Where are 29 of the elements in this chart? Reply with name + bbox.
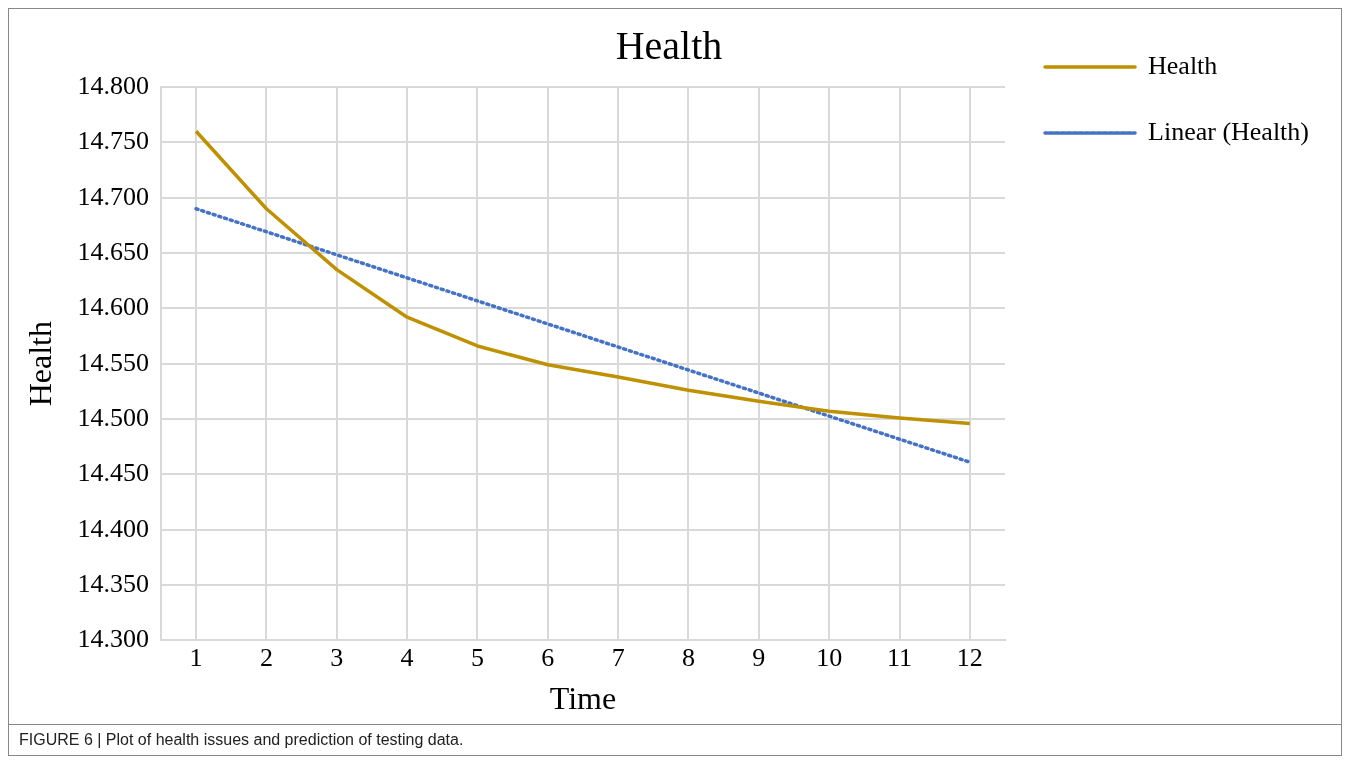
- y-tick-label: 14.400: [77, 513, 149, 543]
- x-tick-label: 7: [611, 642, 625, 672]
- y-axis-title: Health: [21, 321, 58, 407]
- x-tick-label: 4: [400, 642, 414, 672]
- y-tick-label: 14.650: [77, 236, 149, 266]
- x-tick-label: 10: [816, 642, 843, 672]
- y-tick-label: 14.750: [77, 126, 149, 156]
- chart-title: Health: [615, 22, 723, 68]
- x-tick-label: 9: [752, 642, 766, 672]
- x-tick-label: 1: [189, 642, 203, 672]
- legend-label: Health: [1148, 50, 1218, 80]
- y-tick-label: 14.800: [77, 70, 149, 100]
- x-tick-label: 5: [470, 642, 484, 672]
- x-tick-label: 8: [681, 642, 695, 672]
- y-tick-label: 14.300: [77, 624, 149, 654]
- y-tick-label: 14.600: [77, 292, 149, 322]
- y-tick-label: 14.550: [77, 347, 149, 377]
- caption: FIGURE 6 | Plot of health issues and prediction of testing data.: [9, 724, 1341, 755]
- x-tick-label: 2: [259, 642, 273, 672]
- x-tick-label: 11: [887, 642, 913, 672]
- x-tick-label: 12: [956, 642, 983, 672]
- y-tick-label: 14.350: [77, 568, 149, 598]
- x-tick-label: 6: [541, 642, 555, 672]
- x-axis-title: Time: [549, 680, 617, 717]
- legend-label: Linear (Health): [1148, 116, 1309, 146]
- y-tick-label: 14.450: [77, 458, 149, 488]
- y-tick-label: 14.500: [77, 402, 149, 432]
- y-tick-label: 14.700: [77, 181, 149, 211]
- x-tick-label: 3: [330, 642, 344, 672]
